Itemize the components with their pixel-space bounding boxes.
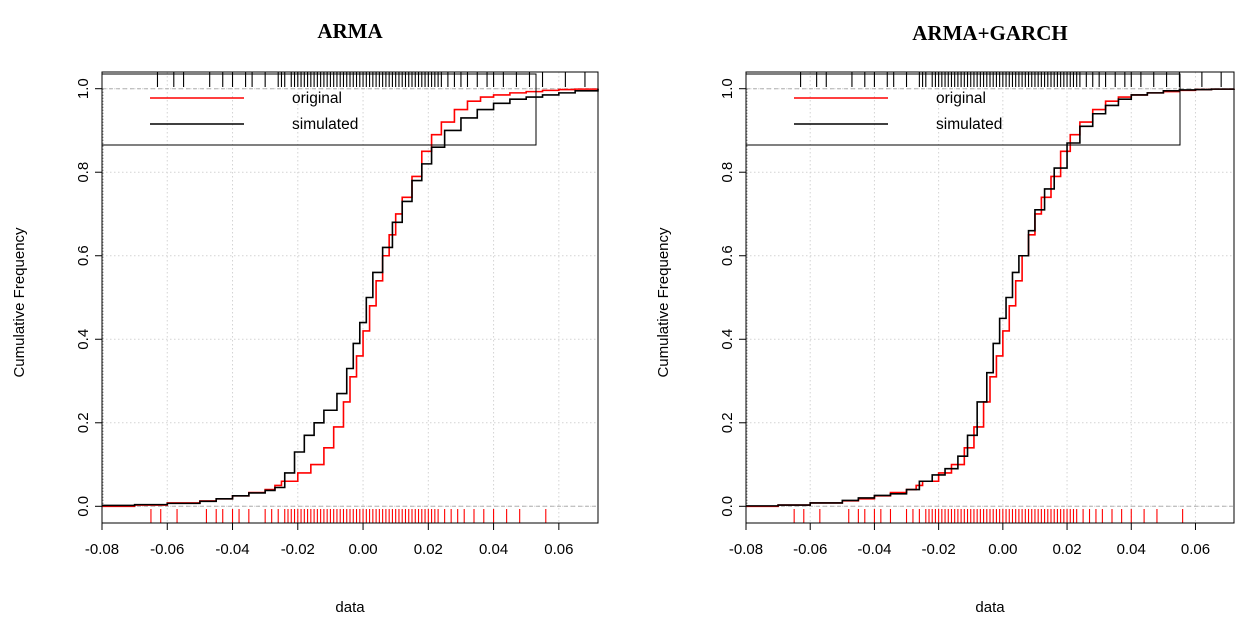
y-tick-label: 0.8: [75, 162, 92, 183]
series-line-original: [746, 88, 1235, 508]
plot-frame: [101, 71, 599, 524]
y-axis-label: Cumulative Frequency: [11, 227, 28, 378]
chart-title: ARMA+GARCH: [912, 21, 1067, 45]
legend-label-original: original: [292, 90, 342, 107]
series-line-original: [102, 88, 599, 508]
y-tick-label: 0.2: [75, 412, 92, 433]
x-tick-label: -0.02: [922, 541, 956, 558]
y-tick-label: 0.4: [75, 329, 92, 350]
x-tick-label: -0.06: [793, 541, 827, 558]
y-tick-label: 0.6: [75, 245, 92, 266]
x-tick-label: 0.00: [988, 541, 1017, 558]
legend-label-original: original: [936, 90, 986, 107]
plot-panel-2: original simulated -0.08 -0.06 -0.04 -0.02 0.0…: [655, 21, 1235, 616]
x-tick-label: 0.06: [1181, 541, 1210, 558]
x-tick-label: -0.06: [150, 541, 184, 558]
series-line-simulated: [746, 88, 1235, 507]
series-line-simulated: [102, 88, 599, 507]
plot-frame: [745, 71, 1235, 524]
x-tick-label: -0.04: [215, 541, 249, 558]
x-tick-label: -0.08: [85, 541, 119, 558]
x-tick-label: 0.00: [348, 541, 377, 558]
legend-label-simulated: simulated: [292, 116, 358, 133]
x-tick-label: -0.08: [729, 541, 763, 558]
y-tick-label: 0.4: [719, 329, 736, 350]
y-tick-label: 0.8: [719, 162, 736, 183]
x-axis-label: data: [975, 599, 1005, 616]
y-tick-label: 1.0: [719, 78, 736, 99]
y-axis-label: Cumulative Frequency: [655, 227, 672, 378]
x-tick-label: 0.04: [479, 541, 508, 558]
y-tick-label: 0.6: [719, 245, 736, 266]
x-tick-label: 0.02: [1052, 541, 1081, 558]
x-tick-label: -0.04: [857, 541, 891, 558]
x-tick-label: 0.06: [544, 541, 573, 558]
y-tick-label: 0.0: [719, 496, 736, 517]
y-tick-label: 1.0: [75, 78, 92, 99]
chart-title: ARMA: [317, 19, 383, 43]
x-axis-label: data: [335, 599, 365, 616]
y-tick-label: 0.0: [75, 496, 92, 517]
plot-panel-1: original simulated -0.08 -0.06 -0.04 -0.02 0.0…: [11, 19, 599, 616]
x-tick-label: -0.02: [281, 541, 315, 558]
y-tick-label: 0.2: [719, 412, 736, 433]
x-tick-label: 0.02: [414, 541, 443, 558]
legend-label-simulated: simulated: [936, 116, 1002, 133]
x-tick-label: 0.04: [1117, 541, 1146, 558]
